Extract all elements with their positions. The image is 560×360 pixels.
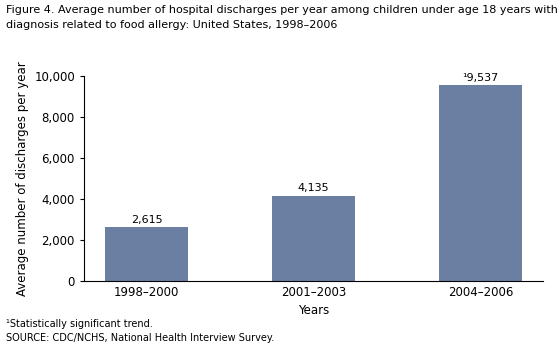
Text: 4,135: 4,135 bbox=[298, 184, 329, 193]
Text: diagnosis related to food allergy: United States, 1998–2006: diagnosis related to food allergy: Unite… bbox=[6, 20, 337, 30]
Y-axis label: Average number of discharges per year: Average number of discharges per year bbox=[16, 61, 29, 296]
X-axis label: Years: Years bbox=[298, 304, 329, 317]
Text: SOURCE: CDC/NCHS, National Health Interview Survey.: SOURCE: CDC/NCHS, National Health Interv… bbox=[6, 333, 274, 343]
Text: 2,615: 2,615 bbox=[131, 215, 162, 225]
Bar bbox=[105, 227, 188, 281]
Text: Figure 4. Average number of hospital discharges per year among children under ag: Figure 4. Average number of hospital dis… bbox=[6, 5, 560, 15]
Text: ¹9,537: ¹9,537 bbox=[463, 73, 499, 83]
Bar bbox=[272, 196, 356, 281]
Bar bbox=[439, 85, 522, 281]
Text: ¹Statistically significant trend.: ¹Statistically significant trend. bbox=[6, 319, 152, 329]
